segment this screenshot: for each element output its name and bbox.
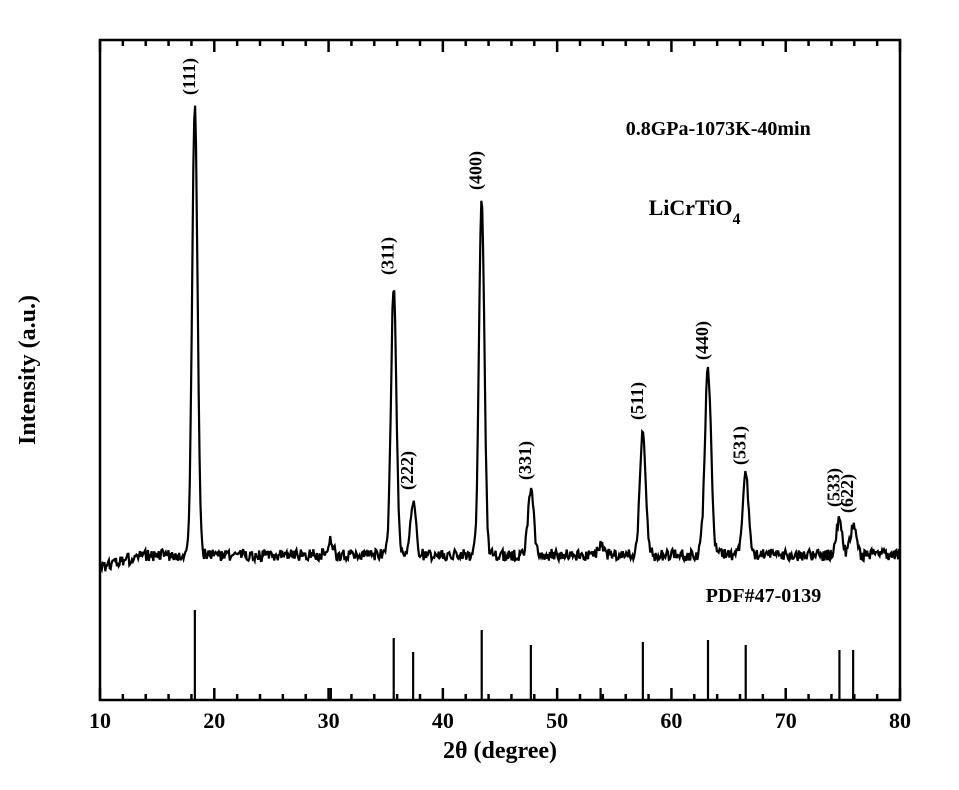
peak-label: (331) [515, 441, 536, 480]
xtick-label: 10 [89, 708, 111, 733]
xrd-trace [100, 106, 900, 572]
xtick-label: 40 [432, 708, 454, 733]
xrd-svg: 10 20 30 40 50 60 70 80 2θ (degree) Intensity (a.… [0, 0, 959, 790]
annotation-text: 0.8GPa-1073K-40min [626, 118, 811, 140]
y-axis-label: Intensity (a.u.) [15, 295, 41, 445]
peak-label: (440) [692, 321, 713, 360]
xtick-label: 30 [318, 708, 340, 733]
peak-label: (622) [837, 474, 858, 513]
x-axis-label: 2θ (degree) [443, 738, 557, 764]
xtick-label: 20 [203, 708, 225, 733]
peak-label: (222) [397, 451, 418, 490]
xtick-label: 80 [889, 708, 911, 733]
peak-label: (311) [378, 237, 399, 275]
peak-label: (400) [466, 151, 487, 190]
xtick-label: 60 [660, 708, 682, 733]
annotation-text: LiCrTiO4 [649, 195, 741, 228]
figure-frame: 10 20 30 40 50 60 70 80 2θ (degree) Intensity (a.… [0, 0, 959, 790]
peak-label: (511) [627, 382, 648, 420]
xtick-label: 70 [775, 708, 797, 733]
peak-label: (531) [730, 426, 751, 465]
xtick-label: 50 [546, 708, 568, 733]
reference-label: PDF#47-0139 [706, 585, 822, 607]
xrd-pattern-group [100, 106, 900, 572]
peak-label: (111) [179, 58, 200, 95]
